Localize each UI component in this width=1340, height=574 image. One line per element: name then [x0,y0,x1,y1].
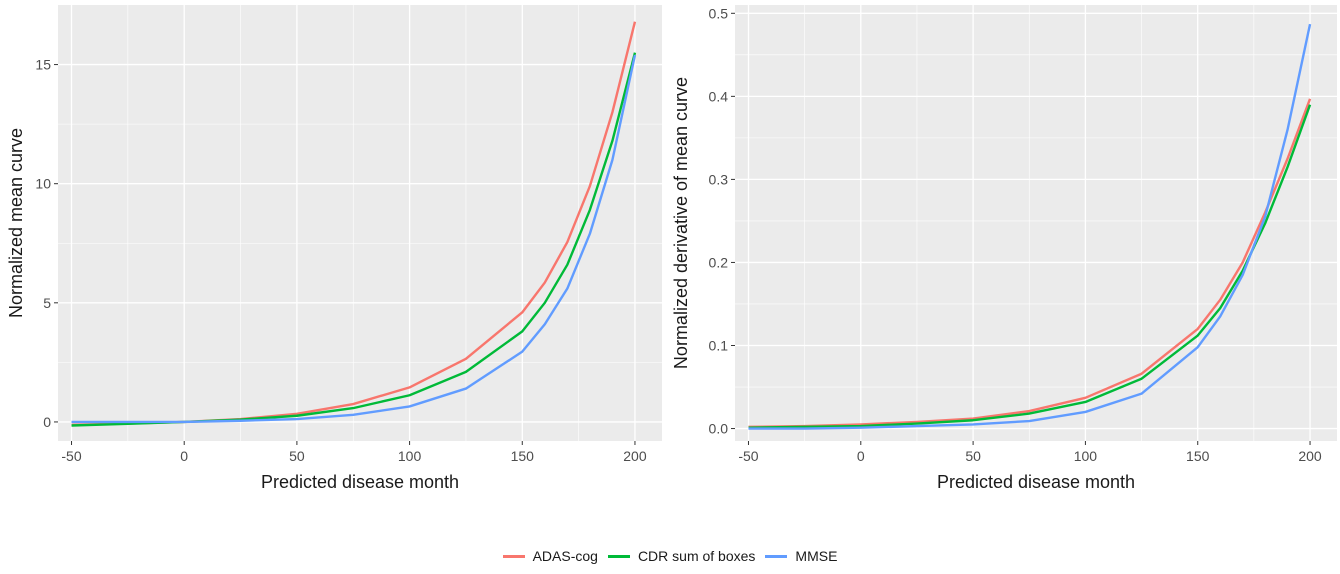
legend-key-mmse [765,554,788,558]
series-line-adas-cog [748,98,1312,429]
y-tick-label: 0.3 [709,171,729,187]
x-axis-title: Predicted disease month [261,472,459,492]
plot-background [58,5,662,441]
legend-item-adas-cog: ADAS-cog [502,548,598,564]
legend-item-cdr: CDR sum of boxes [607,548,756,564]
x-tick-label: 0 [180,448,188,464]
x-tick-label: 100 [1074,448,1098,464]
y-tick-label: 10 [35,176,51,192]
y-tick-label: 0.2 [709,254,729,270]
x-axis-title: Predicted disease month [937,472,1135,492]
x-tick-label: 100 [398,448,422,464]
x-tick-label: -50 [61,448,81,464]
plot-background [735,5,1337,441]
legend-item-mmse: MMSE [765,548,837,564]
x-tick-label: 50 [289,448,305,464]
legend-label-adas-cog: ADAS-cog [532,548,598,564]
y-tick-label: 0.0 [709,421,729,437]
series-line-mmse [71,54,637,424]
x-tick-label: -50 [738,448,758,464]
legend-label-mmse: MMSE [795,548,838,564]
legend-key-adas-cog [502,554,525,558]
legend-key-cdr [607,554,630,558]
x-tick-label: 50 [965,448,981,464]
x-tick-label: 200 [623,448,647,464]
x-tick-label: 200 [1298,448,1322,464]
y-tick-label: 0.4 [709,88,729,104]
series-line-cdr-sum-of-boxes [748,104,1312,429]
legend-label-cdr: CDR sum of boxes [637,548,756,564]
series-line-mmse [748,23,1312,430]
y-axis-title: Normalized derivative of mean curve [671,77,691,369]
y-tick-label: 5 [43,295,51,311]
chart-panel-2: -50 0 50 100 150 200 0.0 0.1 0.2 0.3 0.4 0.5 Predict… [671,5,1337,492]
y-tick-label: 0.5 [709,5,729,21]
x-tick-label: 0 [857,448,865,464]
y-tick-label: 0 [43,414,51,430]
chart-panel-1: -50 0 50 100 150 200 0 5 10 15 Predicted disease m… [6,5,662,492]
y-axis-title: Normalized mean curve [6,128,26,318]
x-tick-label: 150 [1186,448,1210,464]
legend: ADAS-cog CDR sum of boxes MMSE [0,548,1340,564]
x-tick-label: 150 [511,448,535,464]
y-tick-label: 15 [35,57,51,73]
y-tick-label: 0.1 [709,337,729,353]
